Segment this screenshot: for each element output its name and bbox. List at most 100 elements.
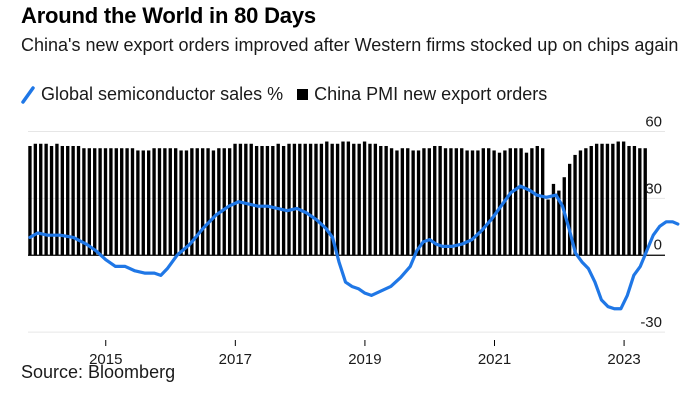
pmi-bar bbox=[98, 148, 102, 256]
pmi-bar bbox=[103, 148, 108, 256]
x-tick-label-2023: 2023 bbox=[607, 351, 640, 368]
pmi-bar bbox=[238, 143, 243, 256]
pmi-bar bbox=[438, 145, 442, 256]
pmi-bar bbox=[325, 141, 329, 256]
pmi-bar bbox=[605, 143, 610, 256]
pmi-bar bbox=[492, 150, 496, 256]
pmi-bar bbox=[298, 143, 302, 256]
pmi-bar bbox=[206, 148, 210, 256]
pmi-bar bbox=[190, 148, 194, 256]
pmi-bar bbox=[497, 152, 502, 256]
chart-subtitle: China's new export orders improved after… bbox=[21, 35, 679, 55]
pmi-bar bbox=[66, 145, 70, 256]
pmi-bar bbox=[308, 143, 313, 256]
y-axis-ticks: 60 30 0 -30 bbox=[640, 114, 662, 332]
pmi-bar bbox=[222, 148, 226, 256]
pmi-bar bbox=[233, 143, 237, 256]
pmi-bar bbox=[147, 150, 151, 256]
x-tick-label-2021: 2021 bbox=[478, 351, 511, 368]
pmi-bar bbox=[173, 148, 178, 256]
pmi-bar bbox=[39, 143, 43, 256]
pmi-bar bbox=[406, 148, 410, 256]
pmi-bar bbox=[449, 148, 453, 256]
pmi-bar bbox=[136, 150, 140, 256]
pmi-bar bbox=[33, 143, 38, 256]
pmi-bar bbox=[362, 141, 367, 256]
pmi-bars bbox=[28, 141, 647, 256]
pmi-bar bbox=[487, 148, 491, 256]
semiconductor-sales-line bbox=[28, 184, 680, 311]
legend-item-pmi: China PMI new export orders bbox=[297, 84, 547, 105]
pmi-bar bbox=[217, 148, 221, 256]
pmi-bar bbox=[114, 148, 118, 256]
pmi-bar bbox=[28, 145, 32, 256]
pmi-bar bbox=[341, 141, 345, 256]
pmi-bar bbox=[82, 148, 86, 256]
pmi-bar bbox=[638, 148, 642, 256]
pmi-bar bbox=[594, 143, 599, 256]
pmi-bar bbox=[578, 150, 583, 256]
source-note: Source: Bloomberg bbox=[21, 362, 176, 382]
pmi-bar bbox=[379, 145, 383, 256]
pmi-bar bbox=[524, 152, 529, 256]
pmi-bar bbox=[71, 145, 75, 256]
pmi-bar bbox=[395, 150, 399, 256]
pmi-bar bbox=[76, 145, 81, 256]
pmi-bar bbox=[573, 154, 577, 256]
pmi-bar bbox=[44, 143, 48, 256]
pmi-bar bbox=[530, 148, 534, 256]
pmi-bar bbox=[541, 148, 545, 256]
pmi-bar bbox=[249, 143, 253, 256]
pmi-bar bbox=[557, 190, 561, 256]
pmi-bar bbox=[460, 148, 464, 256]
y-tick-label-0: 0 bbox=[654, 236, 662, 253]
pmi-bar bbox=[303, 143, 307, 256]
y-tick-label-30: 30 bbox=[645, 180, 662, 197]
pmi-bar bbox=[281, 145, 286, 256]
pmi-bar bbox=[109, 148, 113, 256]
pmi-bar bbox=[254, 145, 259, 256]
pmi-bar bbox=[589, 145, 593, 256]
pmi-bar bbox=[87, 148, 91, 256]
pmi-bar bbox=[567, 163, 572, 256]
pmi-bar bbox=[400, 148, 405, 256]
pmi-bar bbox=[346, 141, 351, 256]
pmi-bar bbox=[627, 145, 631, 256]
chart-title: Around the World in 80 Days bbox=[21, 3, 316, 28]
pmi-bar bbox=[600, 143, 604, 256]
pmi-bar bbox=[357, 143, 361, 256]
pmi-bar bbox=[244, 143, 248, 256]
pmi-bar bbox=[352, 143, 356, 256]
pmi-bar bbox=[179, 150, 183, 256]
pmi-bar bbox=[470, 150, 475, 256]
x-tick-label-2017: 2017 bbox=[219, 351, 252, 368]
pmi-bar bbox=[389, 148, 394, 256]
legend-label-semiconductor: Global semiconductor sales % bbox=[41, 84, 284, 104]
pmi-bar bbox=[643, 148, 647, 256]
pmi-bar bbox=[195, 148, 199, 256]
black-square-icon bbox=[297, 89, 309, 100]
pmi-bar bbox=[519, 148, 523, 256]
pmi-bar bbox=[292, 143, 297, 256]
pmi-bar bbox=[384, 145, 388, 256]
pmi-bar bbox=[514, 148, 518, 256]
pmi-bar bbox=[621, 141, 626, 256]
pmi-bar bbox=[427, 148, 432, 256]
legend-item-semiconductor: Global semiconductor sales % bbox=[21, 84, 283, 105]
x-tick-label-2015: 2015 bbox=[89, 351, 122, 368]
pmi-bar bbox=[152, 148, 156, 256]
pmi-bar bbox=[465, 150, 469, 256]
y-tick-label-60: 60 bbox=[645, 114, 662, 131]
pmi-bar bbox=[443, 148, 448, 256]
pmi-bar bbox=[276, 143, 280, 256]
pmi-bar bbox=[55, 143, 59, 256]
pmi-bar bbox=[265, 145, 270, 256]
x-tick-label-2019: 2019 bbox=[348, 351, 381, 368]
pmi-bar bbox=[373, 143, 378, 256]
legend-label-pmi: China PMI new export orders bbox=[314, 84, 548, 104]
pmi-bar bbox=[454, 148, 458, 256]
pmi-bar bbox=[287, 143, 291, 256]
pmi-bar bbox=[319, 143, 324, 256]
y-tick-label--30: -30 bbox=[640, 314, 662, 331]
